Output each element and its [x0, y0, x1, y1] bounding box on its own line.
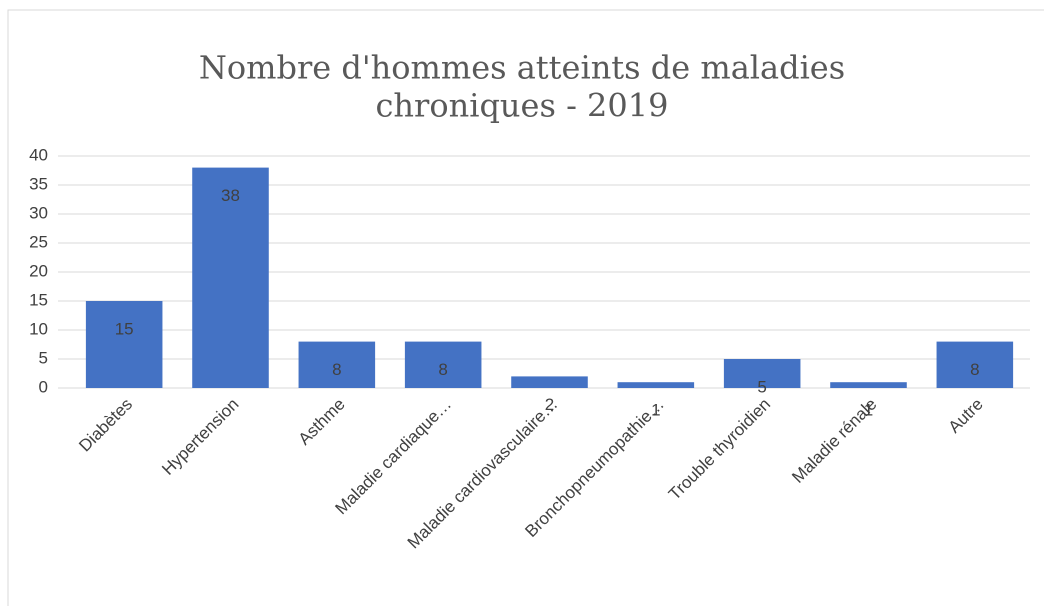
data-label: 8	[332, 360, 341, 379]
data-label: 1	[651, 401, 660, 420]
bar	[936, 341, 1014, 388]
chart-border	[7, 9, 1044, 606]
bar	[192, 167, 269, 388]
y-tick-label: 30	[29, 203, 48, 222]
bar	[85, 301, 163, 388]
bar	[298, 341, 376, 388]
data-label: 38	[221, 186, 240, 205]
bar	[617, 382, 695, 388]
bar	[723, 359, 801, 388]
y-tick-label: 20	[29, 261, 48, 280]
y-tick-label: 15	[29, 290, 48, 309]
y-tick-label: 5	[39, 348, 48, 367]
data-label: 8	[970, 360, 979, 379]
y-tick-label: 0	[39, 377, 48, 396]
bar	[404, 341, 482, 388]
y-tick-label: 25	[29, 232, 48, 251]
data-label: 1	[864, 401, 873, 420]
y-tick-label: 10	[29, 319, 48, 338]
bar	[830, 382, 907, 388]
bar	[511, 376, 588, 388]
data-label: 8	[438, 360, 447, 379]
chart-title: Nombre d'hommes atteints de maladies	[199, 49, 845, 87]
data-label: 2	[545, 395, 554, 414]
data-label: 15	[115, 319, 134, 338]
data-label: 5	[757, 377, 766, 396]
y-tick-label: 35	[29, 174, 48, 193]
chart-subtitle: chroniques - 2019	[376, 87, 669, 125]
y-tick-label: 40	[29, 145, 48, 164]
